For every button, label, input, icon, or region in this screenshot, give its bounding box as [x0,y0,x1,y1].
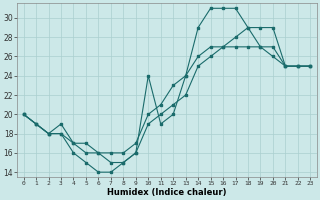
X-axis label: Humidex (Indice chaleur): Humidex (Indice chaleur) [107,188,227,197]
